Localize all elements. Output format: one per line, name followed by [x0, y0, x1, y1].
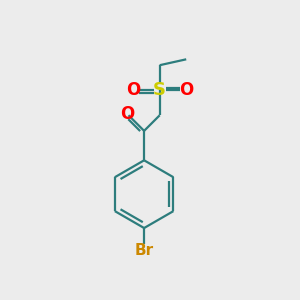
Text: S: S	[153, 81, 166, 99]
Text: O: O	[120, 105, 134, 123]
Text: O: O	[179, 81, 194, 99]
Text: Br: Br	[134, 243, 154, 258]
Text: O: O	[126, 81, 140, 99]
